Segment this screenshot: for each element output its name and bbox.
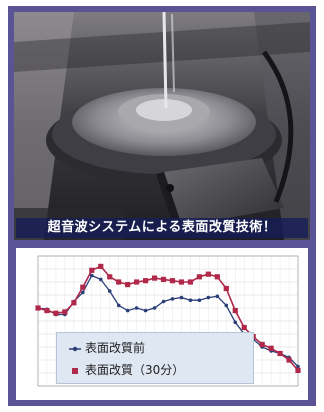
data-point <box>232 308 238 314</box>
data-point <box>125 308 130 313</box>
data-point <box>62 309 68 315</box>
data-point <box>179 295 184 300</box>
data-point <box>134 306 139 310</box>
data-point <box>116 279 122 285</box>
data-point <box>187 279 194 285</box>
data-point <box>116 303 121 308</box>
data-point <box>215 294 220 299</box>
data-point <box>89 273 94 278</box>
data-point <box>268 345 274 351</box>
data-point <box>71 300 77 306</box>
data-point <box>89 267 95 273</box>
data-point <box>188 298 193 302</box>
data-point <box>152 306 157 310</box>
data-point <box>125 282 131 288</box>
machine-illustration <box>14 12 310 240</box>
data-point <box>205 271 211 277</box>
data-point <box>134 279 140 285</box>
data-point <box>214 274 220 280</box>
data-point <box>224 303 229 308</box>
legend-item-before: 表面改質前 <box>69 338 145 358</box>
data-point <box>170 297 175 301</box>
data-point <box>160 276 167 282</box>
data-point <box>196 274 202 280</box>
data-point <box>259 341 265 347</box>
data-point <box>35 305 41 311</box>
data-point <box>233 320 238 325</box>
legend-label-after: 表面改質（30分） <box>85 363 185 377</box>
data-point <box>107 289 112 293</box>
caption-banner: 超音波システムによる表面改質技術！ <box>16 218 308 238</box>
legend-item-after: 表面改質（30分） <box>69 360 184 380</box>
data-point <box>53 310 59 316</box>
data-point <box>286 357 292 363</box>
data-point <box>80 284 86 290</box>
legend-swatch-before <box>69 346 81 351</box>
data-point <box>98 263 104 269</box>
data-point <box>178 279 185 285</box>
data-point <box>169 278 176 284</box>
data-point <box>223 285 229 292</box>
data-point <box>151 275 158 281</box>
data-point <box>142 278 149 284</box>
data-point <box>197 298 202 302</box>
plot-area-border <box>37 255 299 387</box>
chart-legend: 表面改質前 表面改質（30分） <box>56 332 254 384</box>
ultrasonic-machine-photo <box>14 12 310 240</box>
series-line-1 <box>37 274 299 367</box>
data-point <box>143 308 148 313</box>
data-point <box>44 308 50 314</box>
data-point <box>241 324 247 331</box>
legend-swatch-after <box>72 367 78 374</box>
chart-series <box>35 263 301 373</box>
legend-label-before: 表面改質前 <box>85 341 146 355</box>
data-point <box>296 364 300 369</box>
data-point <box>107 274 113 280</box>
data-point <box>295 367 301 373</box>
data-point <box>161 299 166 304</box>
data-point <box>98 277 103 282</box>
data-point <box>81 290 85 295</box>
data-point <box>277 350 283 357</box>
data-point <box>206 295 211 300</box>
chart-axes <box>37 255 299 387</box>
